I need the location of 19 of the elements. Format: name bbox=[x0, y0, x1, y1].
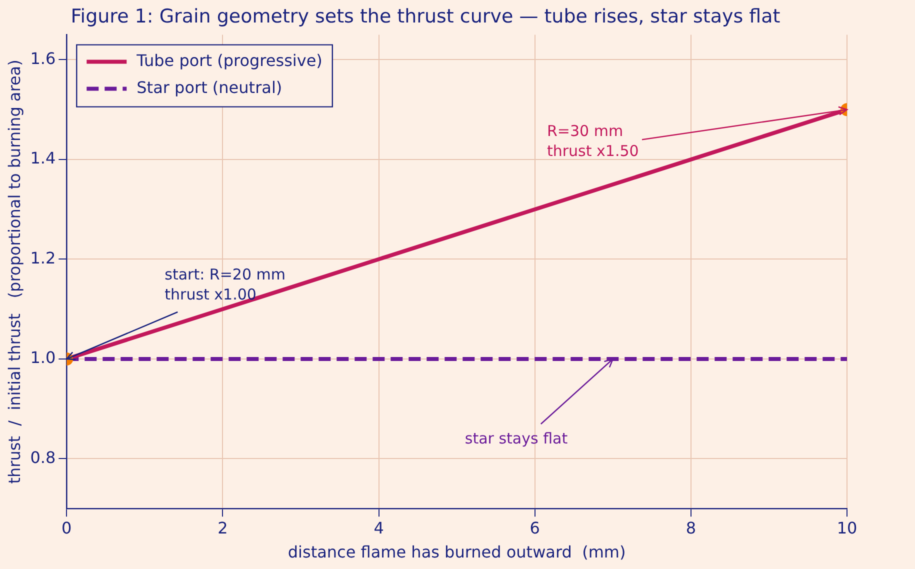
y-axis-title: thrust / initial thrust (proportional to burning area) bbox=[4, 60, 24, 484]
x-tick-label: 2 bbox=[218, 518, 228, 538]
x-axis-title: distance flame has burned outward (mm) bbox=[288, 542, 626, 562]
chart-title: Figure 1: Grain geometry sets the thrust curve — tube rises, star stays flat bbox=[70, 5, 780, 28]
legend-label: Tube port (progressive) bbox=[136, 50, 322, 70]
x-tick-label: 0 bbox=[62, 518, 72, 538]
y-tick-label: 1.6 bbox=[30, 48, 56, 68]
x-tick-label: 10 bbox=[836, 518, 858, 538]
x-tick-label: 6 bbox=[530, 518, 540, 538]
y-tick-label: 1.4 bbox=[30, 148, 56, 168]
x-tick-label: 8 bbox=[686, 518, 696, 538]
y-tick-label: 1.0 bbox=[30, 348, 56, 368]
y-tick-label: 0.8 bbox=[30, 448, 56, 467]
x-tick-label: 4 bbox=[374, 518, 384, 538]
annotation: star stays flat bbox=[464, 429, 568, 448]
annotation: start: R=20 mm thrust x1.00 bbox=[164, 265, 286, 304]
annotation: R=30 mm thrust x1.50 bbox=[547, 122, 639, 160]
y-tick-label: 1.2 bbox=[30, 248, 56, 268]
legend-label: Star port (neutral) bbox=[136, 78, 282, 97]
